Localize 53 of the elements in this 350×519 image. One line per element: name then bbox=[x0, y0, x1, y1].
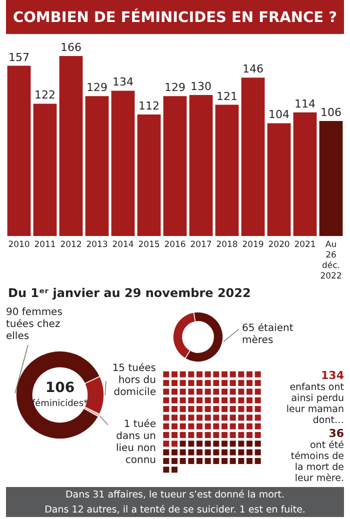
bar bbox=[215, 104, 239, 236]
data-label: 146 bbox=[242, 62, 264, 76]
x-tick-label: 2020 bbox=[268, 240, 290, 250]
x-tick-label: 2015 bbox=[138, 240, 160, 250]
x-tick-label: 2016 bbox=[164, 240, 186, 250]
bar bbox=[241, 78, 265, 236]
x-tick-label: 2012 bbox=[60, 240, 82, 250]
data-label: 166 bbox=[60, 41, 82, 54]
bar bbox=[189, 95, 213, 236]
x-tick-label: Au 26 déc. 2022 bbox=[320, 240, 342, 282]
text: Dans 31 affaires, le tueur s’est donné la mort. bbox=[65, 490, 285, 500]
x-tick-label: 2019 bbox=[242, 240, 264, 250]
bar bbox=[163, 96, 187, 236]
data-label: 134 bbox=[112, 76, 134, 89]
donut-slice bbox=[16, 350, 100, 440]
data-label: 106 bbox=[320, 106, 342, 120]
bar bbox=[85, 96, 109, 236]
x-tick-label: 2014 bbox=[112, 240, 134, 250]
data-label: 122 bbox=[34, 88, 56, 102]
text: 106 bbox=[45, 380, 75, 396]
data-label: 104 bbox=[268, 108, 290, 122]
data-label: 134 bbox=[321, 369, 344, 382]
slice-label: 1 tuée dans un lieu non connu bbox=[116, 419, 156, 466]
data-label: 114 bbox=[294, 97, 316, 110]
bar bbox=[33, 104, 57, 236]
bar bbox=[111, 90, 135, 236]
x-tick-label: 2018 bbox=[216, 240, 238, 250]
data-label: 129 bbox=[86, 81, 108, 94]
bar bbox=[137, 114, 161, 236]
x-tick-label: 2011 bbox=[34, 240, 56, 250]
legend-label: 15 tuées hors du domicile bbox=[112, 363, 156, 398]
data-label: 129 bbox=[164, 81, 186, 94]
data-label: 36 bbox=[328, 427, 344, 440]
category-label: ont été témoins de la mort de leur mère. bbox=[290, 440, 344, 484]
bar bbox=[7, 66, 31, 236]
text: Dans 12 autres, il a tenté de se suicider. 1 est en fuite. bbox=[44, 504, 306, 516]
bar bbox=[267, 123, 291, 236]
x-tick-label: 2013 bbox=[86, 240, 108, 250]
data-label: 130 bbox=[190, 80, 212, 94]
bar bbox=[293, 112, 317, 236]
category-label: enfants ont ainsi perdu leur maman dont… bbox=[286, 382, 344, 426]
data-label: 121 bbox=[216, 90, 238, 103]
bar bbox=[319, 121, 343, 236]
chart-title: COMBIEN DE FÉMINICIDES EN FRANCE ? bbox=[12, 8, 338, 26]
chart-title: Du 1ᵉʳ janvier au 29 novembre 2022 bbox=[8, 286, 251, 300]
x-tick-label: 2010 bbox=[8, 240, 30, 250]
slice-label: 65 étaient mères bbox=[242, 323, 294, 346]
data-label: 157 bbox=[8, 50, 30, 64]
x-tick-label: 2021 bbox=[294, 240, 316, 250]
x-tick-label: 2017 bbox=[190, 240, 212, 250]
data-label: 112 bbox=[138, 100, 160, 113]
slice-label: 90 femmes tuées chez elles bbox=[6, 307, 62, 342]
bar bbox=[59, 56, 83, 236]
